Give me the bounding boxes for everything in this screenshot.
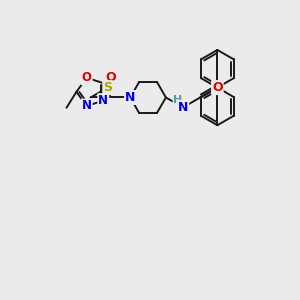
Text: O: O bbox=[212, 81, 223, 94]
Text: N: N bbox=[98, 94, 108, 107]
Text: O: O bbox=[105, 71, 116, 84]
Text: O: O bbox=[82, 71, 92, 84]
Text: S: S bbox=[103, 81, 112, 94]
Text: H: H bbox=[173, 95, 183, 106]
Text: N: N bbox=[82, 100, 92, 112]
Text: N: N bbox=[178, 101, 188, 114]
Text: N: N bbox=[125, 91, 135, 104]
